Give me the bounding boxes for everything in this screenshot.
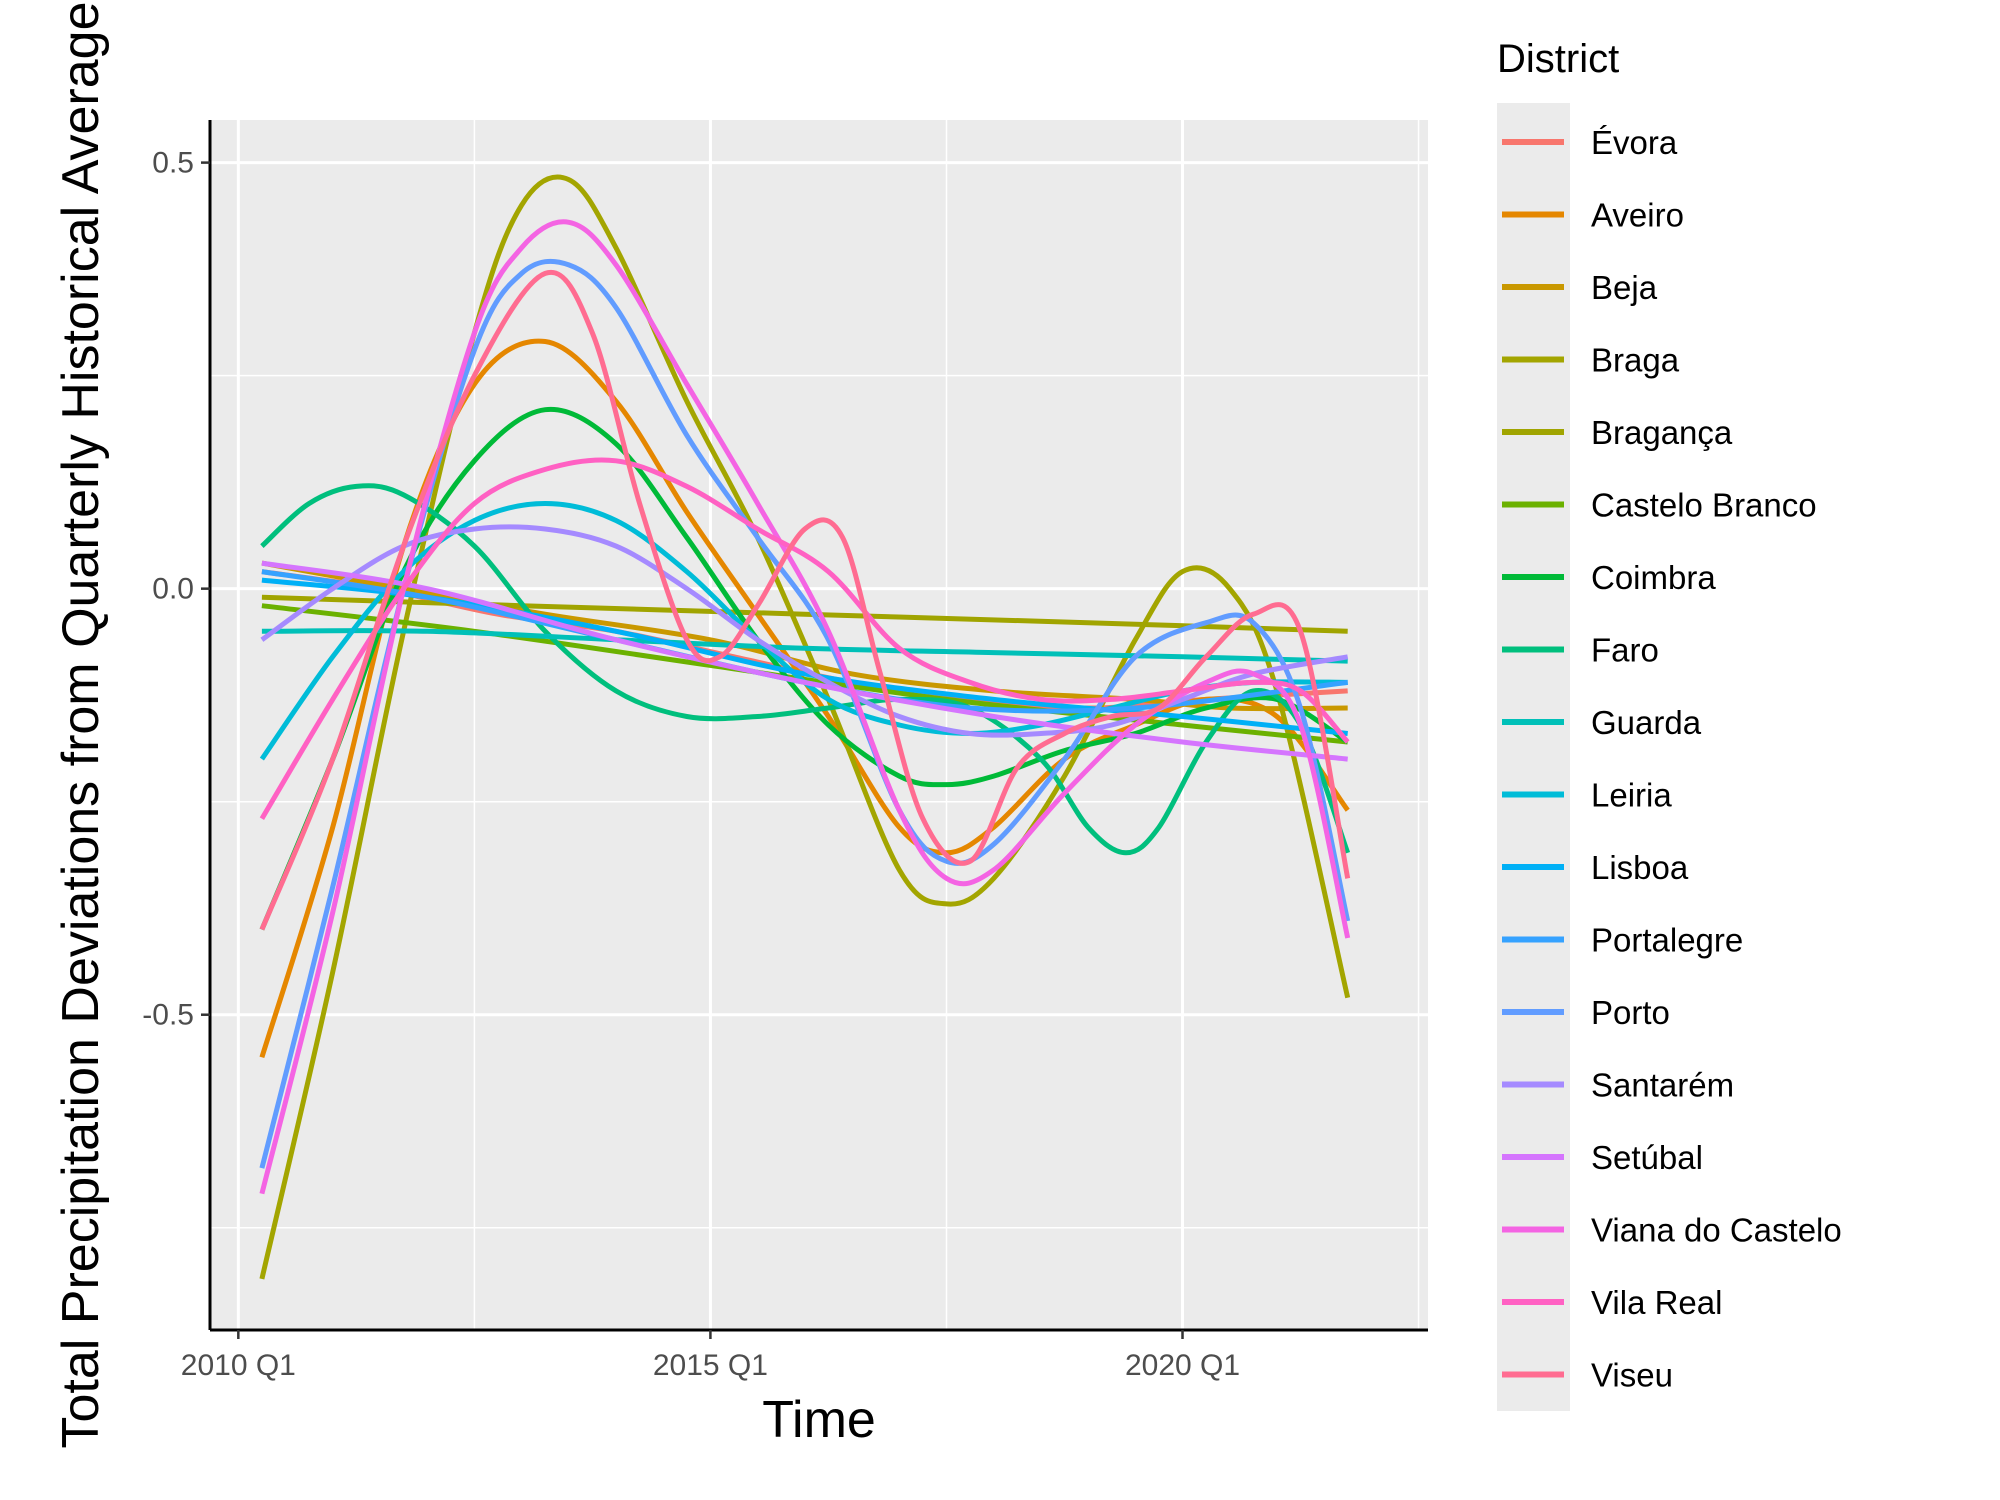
legend-label-faro: Faro [1591, 632, 1659, 669]
legend-label-braganca: Bragança [1591, 414, 1733, 451]
series-line-setubal [261, 560, 1348, 762]
legend-label-guarda: Guarda [1591, 704, 1702, 741]
legend-label-castelo-branco: Castelo Branco [1591, 487, 1817, 524]
x-tick-label: 2020 Q1 [1125, 1349, 1240, 1382]
y-tick-label: 0.0 [152, 573, 194, 606]
legend-label-evora: Évora [1591, 124, 1678, 161]
legend-label-coimbra: Coimbra [1591, 559, 1716, 596]
series-line-vila-real [259, 457, 1350, 820]
series-line-faro [260, 483, 1351, 856]
legend-label-setubal: Setúbal [1591, 1139, 1703, 1176]
series-line-castelo-branco [261, 603, 1348, 745]
legend-label-lisboa: Lisboa [1591, 849, 1689, 886]
legend-items: Évora Aveiro Beja Braga Bragança Castelo Bran… [1502, 124, 1842, 1394]
series-line-braganca [261, 594, 1348, 634]
legend-label-beja: Beja [1591, 269, 1658, 306]
y-tick-label: -0.5 [142, 999, 194, 1032]
legend-label-braga: Braga [1591, 342, 1680, 379]
legend: District Évora Aveiro Beja Braga Bragança Cas… [1497, 37, 1842, 1411]
legend-label-portalegre: Portalegre [1591, 922, 1743, 959]
x-axis-ticks: 2010 Q1 2015 Q1 2020 Q1 [181, 1330, 1240, 1382]
legend-key-background [1497, 103, 1570, 1411]
series-lines [259, 174, 1351, 1280]
legend-label-santarem: Santarém [1591, 1067, 1734, 1104]
legend-label-aveiro: Aveiro [1591, 197, 1684, 234]
x-axis-title: Time [762, 1391, 876, 1449]
x-tick-label: 2015 Q1 [653, 1349, 768, 1382]
y-axis-ticks: 0.5 0.0 -0.5 [142, 147, 210, 1032]
y-tick-label: 0.5 [152, 147, 194, 180]
legend-label-viseu: Viseu [1591, 1357, 1673, 1394]
x-tick-label: 2010 Q1 [181, 1349, 296, 1382]
y-axis-title: Total Precipitation Deviations from Quar… [52, 2, 110, 1449]
legend-label-porto: Porto [1591, 994, 1670, 1031]
panel-background [210, 120, 1428, 1330]
minor-gridlines [210, 120, 1428, 1330]
series-line-guarda [261, 628, 1348, 664]
series-line-viseu [259, 269, 1351, 931]
legend-label-leiria: Leiria [1591, 777, 1672, 814]
series-line-braga [259, 174, 1351, 1280]
legend-label-vila-real: Vila Real [1591, 1284, 1722, 1321]
legend-label-viana-do-castelo: Viana do Castelo [1591, 1212, 1842, 1249]
legend-title: District [1497, 37, 1619, 81]
